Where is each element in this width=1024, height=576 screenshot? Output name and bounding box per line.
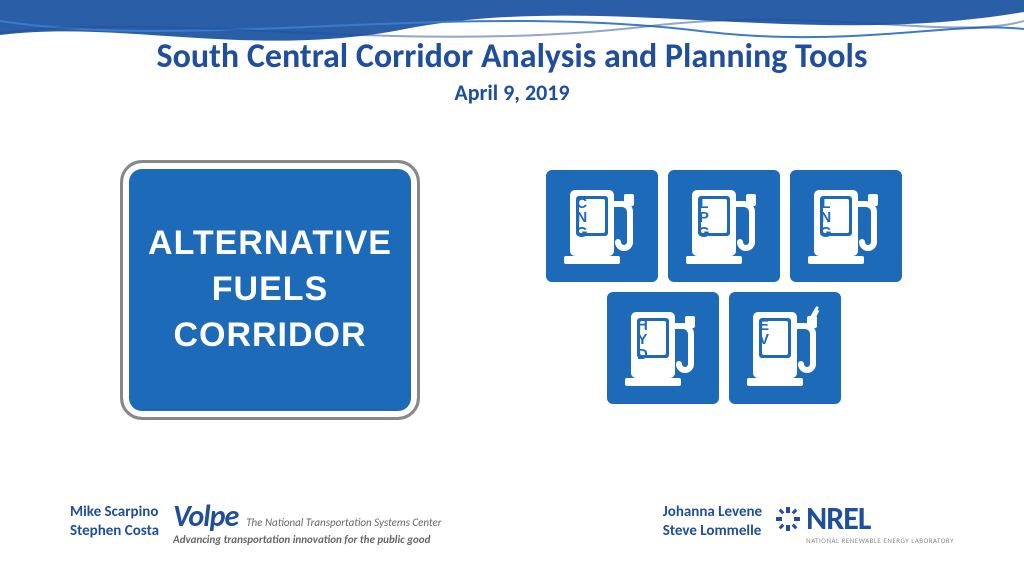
footer: Mike ScarpinoStephen Costa Volpe The Nat… xyxy=(70,498,954,546)
nrel-tagline: NATIONAL RENEWABLE ENERGY LABORATORY xyxy=(806,536,954,545)
nrel-wordmark: NREL xyxy=(806,499,870,538)
sign-line-1: ALTERNATIVE xyxy=(148,221,392,267)
fuel-pump-icon xyxy=(617,300,709,397)
author-name: Stephen Costa xyxy=(70,522,159,542)
page-title: South Central Corridor Analysis and Plan… xyxy=(0,38,1024,75)
corridor-sign: ALTERNATIVE FUELS CORRIDOR xyxy=(120,160,420,420)
fuel-tile-lpg: L P G xyxy=(668,170,780,282)
fuel-label-cng: C N G xyxy=(576,197,588,240)
fuel-tile-hyd: H Y D xyxy=(607,292,719,404)
fuel-label-lpg: L P G xyxy=(698,197,710,240)
fuel-pump-icon xyxy=(556,178,648,275)
author-name: Mike Scarpino xyxy=(70,503,159,523)
authors-right: Johanna LeveneSteve Lommelle xyxy=(663,503,762,542)
fuel-label-lng: L N G xyxy=(820,197,832,240)
fuel-tile-lng: L N G xyxy=(790,170,902,282)
fuel-tile-cng: C N G xyxy=(546,170,658,282)
fuel-label-ev: E V xyxy=(759,319,769,348)
author-name: Johanna Levene xyxy=(663,503,762,523)
ev-pump-icon xyxy=(739,300,831,397)
fuel-pump-icon xyxy=(678,178,770,275)
sign-line-2: FUELS xyxy=(212,267,328,313)
fuel-pump-icon xyxy=(800,178,892,275)
footer-right: Johanna LeveneSteve Lommelle NREL NATION… xyxy=(663,499,954,545)
authors-left: Mike ScarpinoStephen Costa xyxy=(70,503,159,542)
fuel-tile-ev: E V xyxy=(729,292,841,404)
fuel-row-2: H Y D E V xyxy=(607,292,841,404)
volpe-wordmark: Volpe xyxy=(173,498,238,535)
footer-left: Mike ScarpinoStephen Costa Volpe The Nat… xyxy=(70,498,442,546)
title-block: South Central Corridor Analysis and Plan… xyxy=(0,38,1024,106)
sign-line-3: CORRIDOR xyxy=(173,313,366,359)
fuel-row-1: C N G L P G L N G xyxy=(546,170,902,282)
nrel-burst-icon xyxy=(776,507,800,531)
nrel-logo: NREL NATIONAL RENEWABLE ENERGY LABORATOR… xyxy=(776,499,954,545)
volpe-logo: Volpe The National Transportation System… xyxy=(173,498,441,546)
page-subtitle: April 9, 2019 xyxy=(0,79,1024,106)
volpe-tagline-1: The National Transportation Systems Cent… xyxy=(246,516,441,529)
author-name: Steve Lommelle xyxy=(663,522,762,542)
volpe-tagline-2: Advancing transportation innovation for … xyxy=(173,533,441,546)
fuel-grid: C N G L P G L N G xyxy=(544,170,904,404)
fuel-label-hyd: H Y D xyxy=(637,319,648,362)
